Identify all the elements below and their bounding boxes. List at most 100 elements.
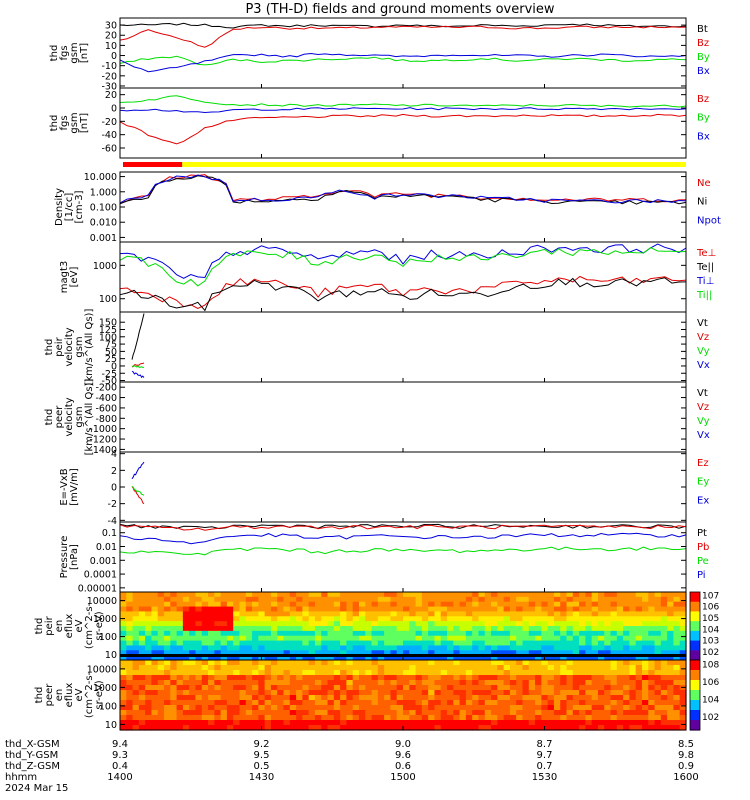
heatmap-cell: [277, 660, 285, 666]
heatmap-cell: [409, 650, 417, 656]
y-axis-label: peir: [54, 336, 65, 356]
heatmap-cell: [384, 626, 392, 632]
heatmap-cell: [157, 665, 165, 671]
heatmap-cell: [245, 596, 253, 603]
heatmap-cell: [170, 630, 178, 637]
heatmap-cell: [585, 601, 593, 608]
heatmap-cell: [371, 611, 379, 617]
heatmap-cell: [660, 710, 668, 716]
heatmap-cell: [333, 655, 341, 661]
colorbar-segment: [690, 650, 700, 661]
heatmap-cell: [270, 695, 278, 701]
series-line: [131, 362, 145, 368]
heatmap-cell: [289, 635, 297, 642]
heatmap-cell: [120, 705, 127, 711]
heatmap-cell: [547, 640, 555, 647]
heatmap-cell: [233, 596, 241, 603]
heatmap-cell: [623, 640, 630, 647]
heatmap-cell: [245, 715, 253, 721]
heatmap-cell: [421, 626, 429, 632]
heatmap-cell: [635, 640, 643, 647]
heatmap-cell: [377, 700, 385, 706]
heatmap-cell: [522, 592, 530, 598]
heatmap-cell: [296, 630, 303, 637]
heatmap-cell: [182, 695, 190, 701]
heatmap-cell: [497, 670, 505, 676]
heatmap-cell: [340, 640, 347, 647]
heatmap-cell: [503, 685, 511, 691]
heatmap-cell: [509, 606, 517, 613]
heatmap-cell: [157, 592, 165, 598]
heatmap-cell: [522, 616, 530, 622]
heatmap-cell: [604, 660, 612, 666]
heatmap-cell: [390, 725, 398, 731]
heatmap-cell: [377, 720, 385, 726]
heatmap-cell: [120, 710, 127, 716]
heatmap-cell: [201, 640, 209, 647]
heatmap-cell: [120, 650, 127, 656]
heatmap-cell: [289, 645, 297, 651]
heatmap-cell: [308, 630, 316, 637]
heatmap-cell: [447, 606, 454, 613]
heatmap-cell: [302, 645, 310, 651]
heatmap-cell: [673, 675, 681, 681]
heatmap-cell: [654, 645, 662, 651]
heatmap-cell: [314, 640, 322, 647]
heatmap-cell: [679, 645, 687, 651]
heatmap-cell: [132, 592, 140, 598]
heatmap-cell: [579, 700, 586, 706]
heatmap-cell: [440, 626, 448, 632]
heatmap-cell: [340, 670, 347, 676]
heatmap-cell: [421, 690, 429, 696]
x-tick-label: 1430: [249, 772, 274, 783]
heatmap-cell: [547, 596, 555, 603]
heatmap-cell: [610, 715, 618, 721]
heatmap-cell: [522, 621, 530, 627]
heatmap-cell: [384, 715, 392, 721]
heatmap-cell: [277, 700, 285, 706]
heatmap-cell: [176, 645, 184, 651]
heatmap-cell: [440, 655, 448, 661]
heatmap-cell: [503, 592, 511, 598]
heatmap-cell: [516, 705, 524, 711]
heatmap-cell: [352, 640, 360, 647]
heatmap-cell: [296, 601, 303, 608]
heatmap-cell: [396, 675, 404, 681]
heatmap-cell: [195, 710, 203, 716]
heatmap-cell: [208, 715, 215, 721]
heatmap-cell: [252, 635, 259, 642]
heatmap-cell: [258, 645, 266, 651]
heatmap-cell: [465, 665, 473, 671]
heatmap-cell: [358, 715, 366, 721]
heatmap-cell: [553, 705, 561, 711]
heatmap-cell: [132, 621, 140, 627]
heatmap-cell: [616, 675, 624, 681]
heatmap-cell: [340, 655, 347, 661]
heatmap-cell: [472, 650, 480, 656]
heatmap-cell: [591, 670, 599, 676]
y-tick-label: 50: [105, 347, 117, 358]
heatmap-cell: [252, 700, 259, 706]
heatmap-cell: [553, 700, 561, 706]
y-tick-label: 0: [111, 104, 117, 115]
heatmap-cell: [270, 606, 278, 613]
heatmap-cell: [264, 715, 272, 721]
heatmap-cell: [377, 645, 385, 651]
heatmap-cell: [509, 592, 517, 598]
heatmap-cell: [635, 700, 643, 706]
heatmap-cell: [465, 606, 473, 613]
heatmap-cell: [648, 592, 656, 598]
heatmap-cell: [428, 675, 436, 681]
heatmap-cell: [321, 700, 329, 706]
heatmap-cell: [220, 725, 228, 731]
heatmap-cell: [321, 635, 329, 642]
heatmap-cell: [220, 630, 228, 637]
x-tick-label: 9.2: [254, 739, 270, 750]
heatmap-cell: [270, 690, 278, 696]
heatmap-cell: [132, 700, 140, 706]
heatmap-cell: [333, 621, 341, 627]
heatmap-cell: [560, 621, 568, 627]
heatmap-cell: [170, 660, 178, 666]
heatmap-cell: [390, 592, 398, 598]
heatmap-cell: [352, 596, 360, 603]
